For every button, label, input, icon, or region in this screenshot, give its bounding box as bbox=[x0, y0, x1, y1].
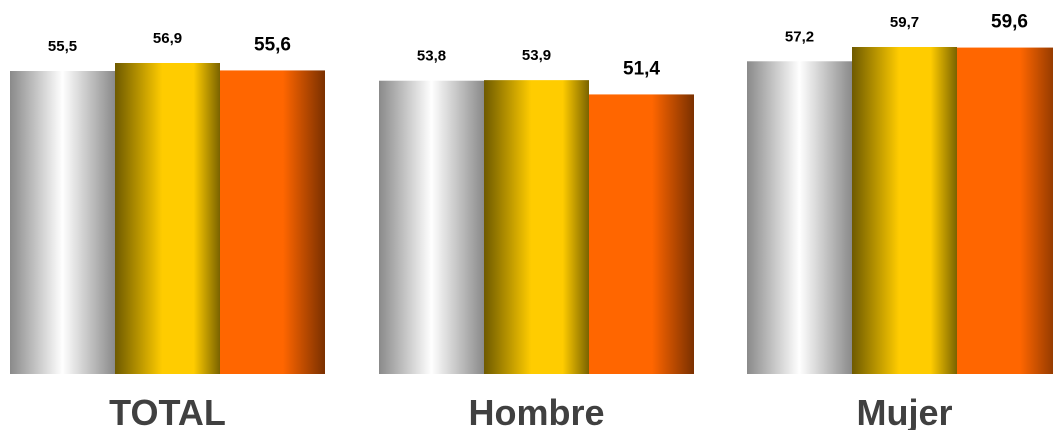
value-label-total-series-1: 55,5 bbox=[48, 38, 77, 55]
value-label-mujer-series-3: 59,6 bbox=[991, 12, 1028, 33]
bar-hombre-series-3 bbox=[589, 94, 694, 374]
bar-mujer-series-3 bbox=[957, 47, 1053, 374]
value-label-mujer-series-2: 59,7 bbox=[890, 14, 919, 31]
bars-layer bbox=[10, 47, 1053, 375]
bar-total-series-1 bbox=[10, 71, 115, 374]
category-label-mujer: Mujer bbox=[856, 392, 952, 430]
value-label-mujer-series-1: 57,2 bbox=[785, 28, 814, 45]
bar-mujer-series-2 bbox=[852, 47, 957, 374]
bar-hombre-series-2 bbox=[484, 80, 589, 375]
bar-total-series-3 bbox=[220, 70, 325, 374]
value-labels-layer: 55,5 56,9 55,6 53,8 53,9 51,4 57,2 59,7 59,6 bbox=[48, 12, 1028, 80]
value-label-hombre-series-3: 51,4 bbox=[623, 58, 660, 79]
bar-mujer-series-1 bbox=[747, 61, 852, 375]
value-label-total-series-2: 56,9 bbox=[153, 30, 182, 47]
category-labels-layer: TOTAL Hombre Mujer bbox=[109, 392, 952, 430]
category-label-total: TOTAL bbox=[109, 392, 226, 430]
bar-total-series-2 bbox=[115, 63, 220, 374]
value-label-total-series-3: 55,6 bbox=[254, 34, 291, 55]
bar-hombre-series-1 bbox=[379, 80, 484, 374]
value-label-hombre-series-2: 53,9 bbox=[522, 47, 551, 64]
value-label-hombre-series-1: 53,8 bbox=[417, 48, 446, 65]
category-label-hombre: Hombre bbox=[468, 392, 604, 430]
